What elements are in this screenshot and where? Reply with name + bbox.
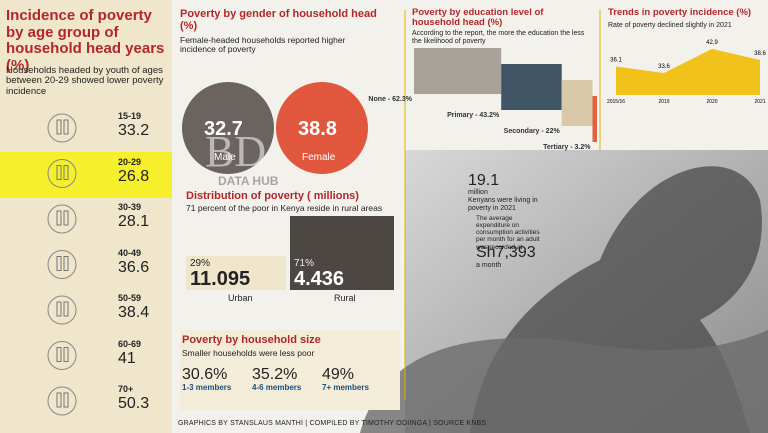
person-body [63, 165, 69, 180]
age-label: 30-39 [118, 202, 142, 212]
highlight-row [0, 152, 172, 198]
bar-label: Primary - 43.2% [447, 112, 500, 119]
stat-text: Kenyans were living in poverty in 2021 [468, 197, 538, 212]
age-label: 15-19 [118, 111, 142, 121]
person-body [63, 256, 69, 271]
stat-value: Sh7,393 [476, 244, 536, 261]
person-icon [47, 386, 77, 416]
rural-value: 4.436 [294, 268, 345, 290]
age-value: 38.4 [118, 304, 150, 321]
chart-title: Poverty by education level of household … [412, 7, 544, 29]
age-label: 20-29 [118, 156, 142, 167]
person-body [63, 119, 69, 135]
stat-unit: a month [476, 262, 502, 269]
urban-percent: 29% [190, 258, 211, 269]
x-tick-label: 2021 [754, 99, 765, 105]
size-label: 7+ members [322, 383, 369, 392]
point-label: 42.9 [706, 40, 718, 46]
age-value: 41 [118, 349, 136, 367]
person-icon [47, 295, 77, 325]
stat-unit: million [468, 189, 488, 196]
section-title: Poverty by household size [182, 334, 321, 346]
bar [414, 48, 502, 94]
section-subtitle: Smaller households were less poor [182, 348, 315, 358]
bar-label: Secondary - 22% [503, 128, 560, 135]
size-value: 30.6% [182, 366, 228, 383]
person-body [56, 210, 62, 226]
age-value: 36.6 [118, 258, 150, 276]
rural-box [290, 216, 394, 290]
left-panel [0, 0, 172, 433]
age-value: 50.3 [118, 395, 150, 412]
chart-subtitle: According to the report, the more the ed… [412, 30, 585, 45]
bar [561, 80, 593, 126]
stat-text: The average expenditure on consumption a… [476, 215, 540, 251]
person-body [56, 119, 62, 135]
x-tick-label: 2019 [658, 99, 669, 105]
bar [501, 64, 562, 110]
person-icon [47, 204, 77, 234]
urban-label: Urban [228, 293, 253, 303]
section-title: Distribution of poverty ( millions) [186, 190, 359, 202]
person-icon [47, 113, 77, 143]
point-label: 33.6 [658, 64, 670, 70]
gender-value: 32.7 [204, 118, 243, 140]
area [616, 48, 760, 95]
female-circle [276, 82, 368, 174]
x-tick-label: 2015/16 [607, 99, 625, 105]
point-label: 36.1 [610, 58, 622, 64]
person-body [63, 210, 69, 226]
person-body [56, 347, 62, 362]
urban-box [186, 256, 286, 290]
x-tick-label: 2020 [706, 99, 717, 105]
bar-label: Tertiary - 3.2% [543, 144, 591, 151]
person-body [63, 347, 69, 362]
rural-label: Rural [334, 293, 356, 303]
household-box [180, 330, 400, 410]
size-value: 49% [322, 366, 355, 383]
age-label: 60-69 [118, 338, 142, 349]
person-body [56, 256, 62, 271]
person-icon [47, 250, 77, 279]
person-body [63, 392, 69, 408]
point-label: 38.6 [754, 51, 766, 57]
stat-value: 19.1 [468, 172, 500, 189]
person-icon [47, 159, 77, 188]
watermark: BD [205, 127, 267, 176]
gender-label: Male [214, 152, 236, 163]
male-circle [182, 82, 274, 174]
urban-value: 11.095 [190, 268, 251, 290]
watermark: DATA HUB [218, 174, 279, 188]
age-label: 70+ [118, 384, 134, 394]
person-body [63, 301, 69, 317]
age-label: 50-59 [118, 293, 142, 303]
age-value: 26.8 [118, 167, 150, 185]
age-value: 28.1 [118, 213, 150, 230]
section-subtitle: Female-headed households reported higher… [180, 35, 346, 55]
chart-title: Trends in poverty incidence (%) [608, 7, 752, 18]
person-body [56, 392, 62, 408]
size-label: 1-3 members [182, 383, 232, 392]
arms [360, 330, 768, 433]
person-body [56, 301, 62, 317]
person-icon [47, 341, 77, 370]
section-title: Poverty by gender of household head (%) [180, 8, 377, 33]
rural-percent: 71% [294, 258, 315, 269]
gender-value: 38.8 [298, 118, 337, 140]
person-body [56, 165, 62, 180]
footer: GRAPHICS BY STANSLAUS MANTHI | COMPILED … [178, 420, 487, 427]
bar [592, 96, 597, 142]
subtitle: Households headed by youth of ages betwe… [6, 65, 164, 97]
size-label: 4-6 members [252, 383, 302, 392]
age-label: 40-49 [118, 247, 142, 258]
section-subtitle: 71 percent of the poor in Kenya reside i… [186, 203, 383, 213]
size-value: 35.2% [252, 366, 298, 383]
bar-label: None - 62.3% [368, 96, 412, 103]
age-value: 33.2 [118, 122, 150, 139]
chart-subtitle: Rate of poverty declined slightly in 202… [608, 22, 732, 29]
title: Incidence of poverty by age group of hou… [6, 7, 165, 74]
gender-label: Female [302, 152, 336, 163]
